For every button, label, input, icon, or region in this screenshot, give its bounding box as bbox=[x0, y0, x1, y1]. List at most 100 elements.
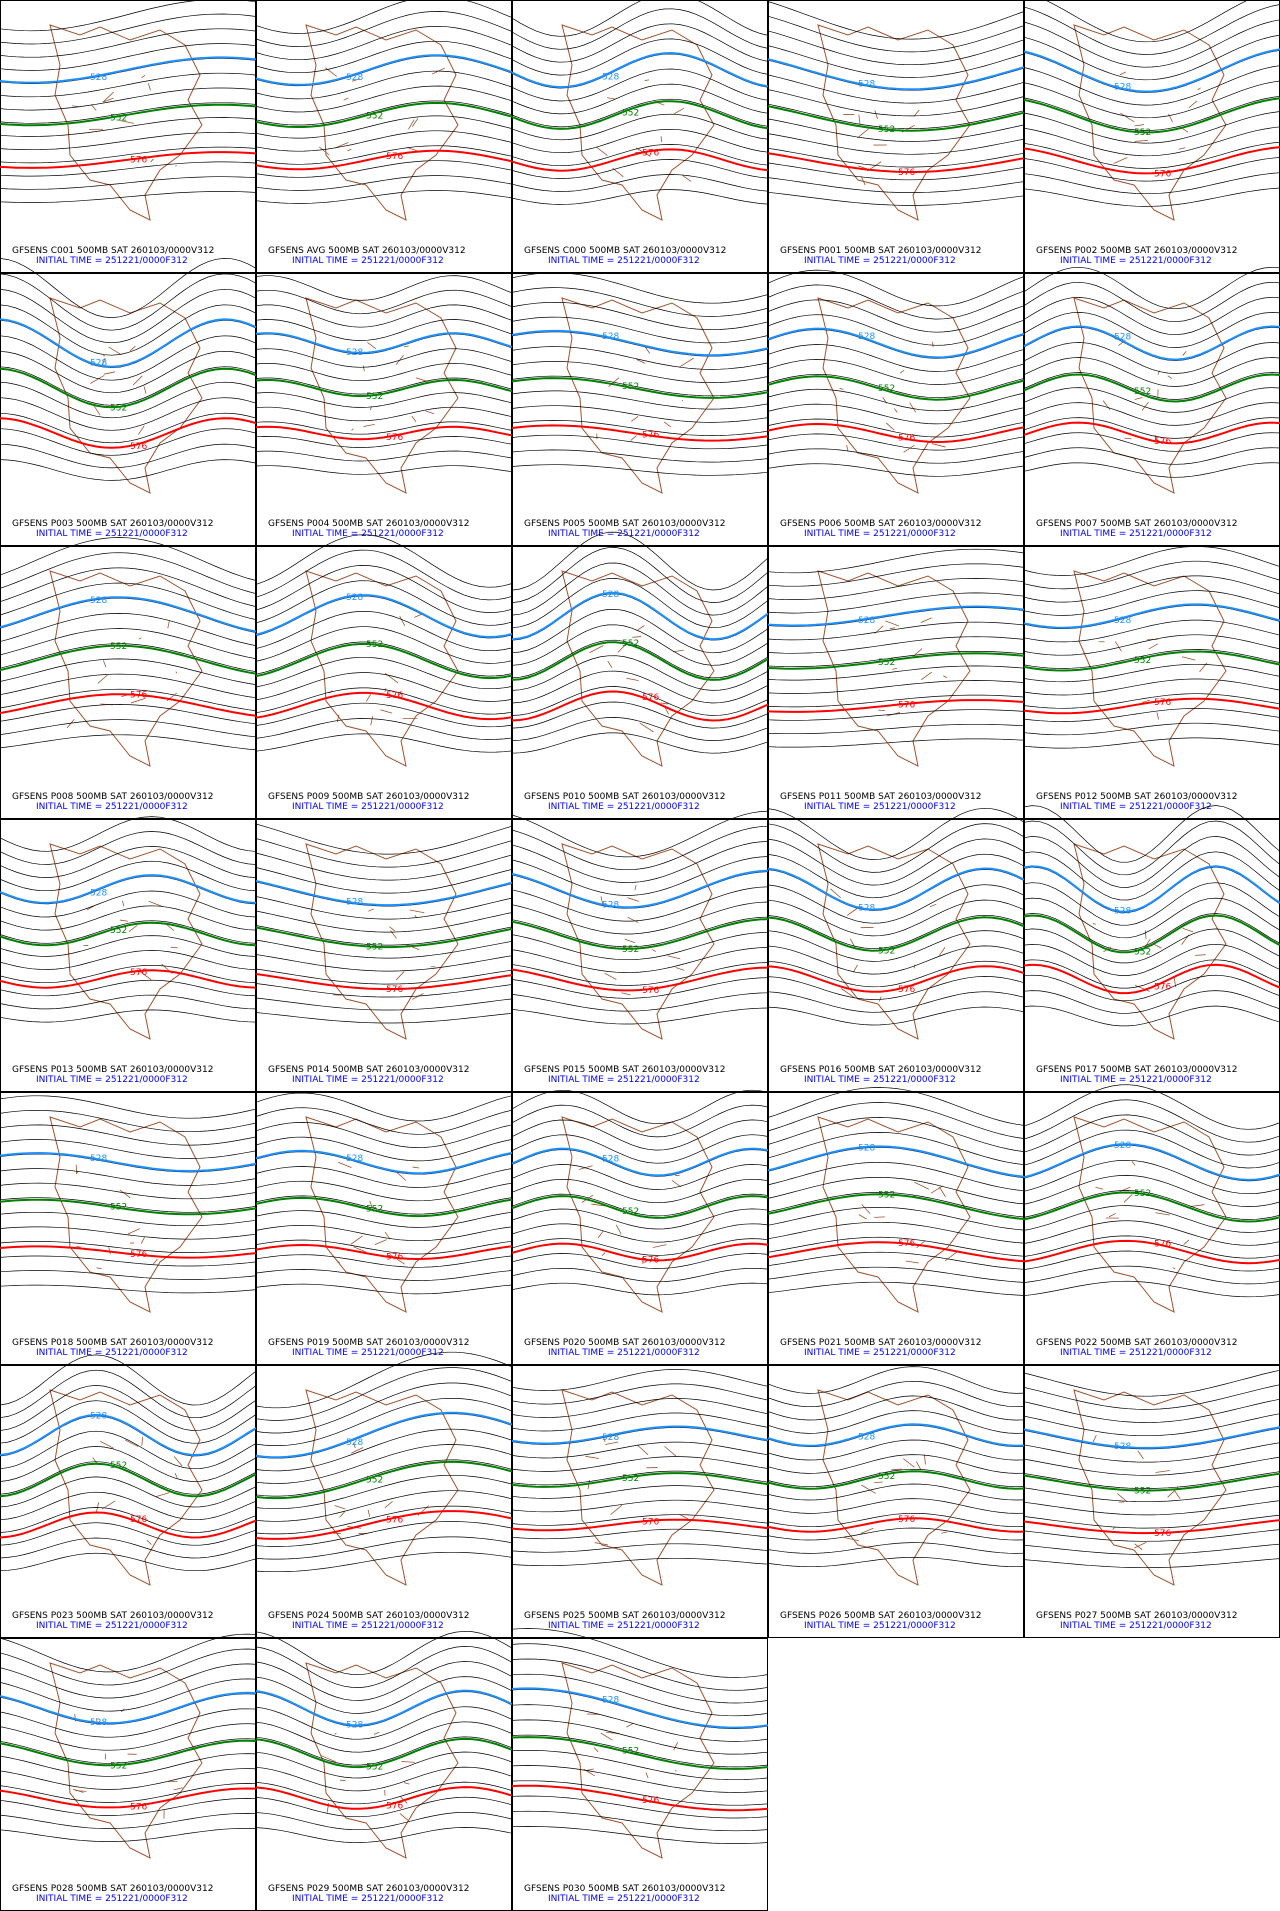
contour-label: 528 bbox=[90, 1154, 107, 1164]
height-contour bbox=[511, 1456, 769, 1472]
height-contour bbox=[255, 377, 513, 395]
height-contour bbox=[255, 1166, 513, 1188]
height-contour bbox=[255, 160, 513, 178]
height-contour bbox=[511, 316, 769, 344]
height-contour bbox=[0, 191, 257, 203]
border bbox=[858, 1214, 867, 1220]
panel-init-time: INITIAL TIME = 251221/0000F312 bbox=[292, 802, 444, 812]
height-contour bbox=[1023, 959, 1280, 989]
highlight-contour bbox=[0, 644, 257, 675]
highlight-contour bbox=[255, 102, 513, 128]
height-contour bbox=[0, 350, 257, 394]
panel-title: GFSENS P007 500MB SAT 260103/0000V312 bbox=[1036, 519, 1237, 529]
contour-label: 552 bbox=[622, 639, 639, 649]
coastline bbox=[817, 1389, 971, 1586]
height-contour bbox=[767, 463, 1025, 477]
border bbox=[612, 167, 624, 178]
border bbox=[140, 1236, 146, 1244]
highlight-contour bbox=[0, 417, 257, 449]
border bbox=[339, 1511, 346, 1518]
height-contour bbox=[511, 8, 769, 50]
height-contour bbox=[255, 1254, 513, 1268]
height-contour bbox=[0, 304, 257, 356]
highlight-contour bbox=[1023, 603, 1280, 629]
height-contour bbox=[0, 688, 257, 712]
height-contour bbox=[767, 133, 1025, 155]
height-contour bbox=[1023, 1485, 1280, 1503]
border bbox=[621, 992, 631, 996]
height-contour bbox=[0, 537, 257, 581]
height-contour bbox=[511, 931, 769, 961]
height-contour bbox=[1023, 1280, 1280, 1298]
border bbox=[913, 109, 920, 117]
highlight-contour bbox=[511, 329, 769, 357]
height-contour bbox=[0, 1109, 257, 1133]
border bbox=[175, 164, 177, 167]
contour-label: 552 bbox=[622, 945, 639, 955]
contour-label: 528 bbox=[858, 332, 875, 342]
border bbox=[125, 1439, 139, 1447]
height-contour bbox=[767, 930, 1025, 962]
border bbox=[607, 97, 616, 100]
map-panel: 528 552 576 GFSENS P014 500MB SAT 260103/00… bbox=[255, 819, 513, 1092]
height-contour bbox=[1023, 80, 1280, 119]
height-contour bbox=[511, 732, 769, 754]
height-contour bbox=[0, 1753, 257, 1777]
border bbox=[857, 128, 869, 139]
height-contour bbox=[511, 992, 769, 1012]
height-contour bbox=[511, 1383, 769, 1405]
border bbox=[150, 158, 154, 163]
border bbox=[903, 1458, 915, 1468]
border bbox=[384, 1231, 391, 1240]
contour-label: 576 bbox=[1154, 982, 1171, 992]
panel-title: GFSENS P022 500MB SAT 260103/0000V312 bbox=[1036, 1338, 1237, 1348]
height-contour bbox=[511, 686, 769, 716]
panel-title: GFSENS P024 500MB SAT 260103/0000V312 bbox=[268, 1611, 469, 1621]
border bbox=[401, 1760, 415, 1763]
height-contour bbox=[0, 0, 257, 32]
panel-frame bbox=[256, 273, 512, 546]
height-contour bbox=[511, 23, 769, 63]
highlight-contour bbox=[767, 916, 1025, 952]
border bbox=[637, 625, 645, 631]
height-contour bbox=[1023, 1442, 1280, 1463]
height-contour bbox=[0, 860, 257, 892]
contour-label: 552 bbox=[110, 1761, 127, 1771]
height-contour bbox=[511, 670, 769, 704]
highlight-contour bbox=[1023, 48, 1280, 93]
height-contour bbox=[511, 1514, 769, 1526]
height-contour bbox=[1023, 172, 1280, 195]
height-contour bbox=[767, 89, 1025, 117]
height-contour bbox=[767, 884, 1025, 924]
contour-label: 576 bbox=[386, 1801, 403, 1811]
border bbox=[636, 359, 646, 364]
height-contour bbox=[1023, 634, 1280, 656]
highlight-contour bbox=[1023, 697, 1280, 715]
map-panel: 528 552 576 GFSENS P029 500MB SAT 260103/00… bbox=[255, 1630, 513, 1911]
height-contour bbox=[767, 853, 1025, 899]
border bbox=[334, 1505, 346, 1510]
height-contour bbox=[255, 838, 513, 868]
height-contour bbox=[255, 1351, 513, 1409]
height-contour bbox=[255, 1092, 513, 1122]
height-contour bbox=[0, 658, 257, 686]
contour-label: 576 bbox=[386, 985, 403, 995]
height-contour bbox=[767, 636, 1025, 654]
border bbox=[903, 444, 915, 453]
border bbox=[402, 717, 418, 720]
highlight-contour bbox=[511, 1518, 769, 1532]
panel-init-time: INITIAL TIME = 251221/0000F312 bbox=[36, 256, 188, 266]
border bbox=[1112, 1527, 1115, 1530]
height-contour bbox=[511, 1104, 769, 1138]
height-contour bbox=[255, 1706, 513, 1740]
panel-frame bbox=[512, 273, 768, 546]
panel-init-time: INITIAL TIME = 251221/0000F312 bbox=[804, 256, 956, 266]
border bbox=[604, 972, 617, 980]
highlight-contour bbox=[255, 973, 513, 991]
height-contour bbox=[511, 624, 769, 666]
height-contour bbox=[1023, 913, 1280, 951]
height-contour bbox=[0, 935, 257, 957]
height-contour bbox=[1023, 1529, 1280, 1542]
coastline bbox=[817, 1116, 971, 1313]
highlight-contour bbox=[0, 1462, 257, 1498]
